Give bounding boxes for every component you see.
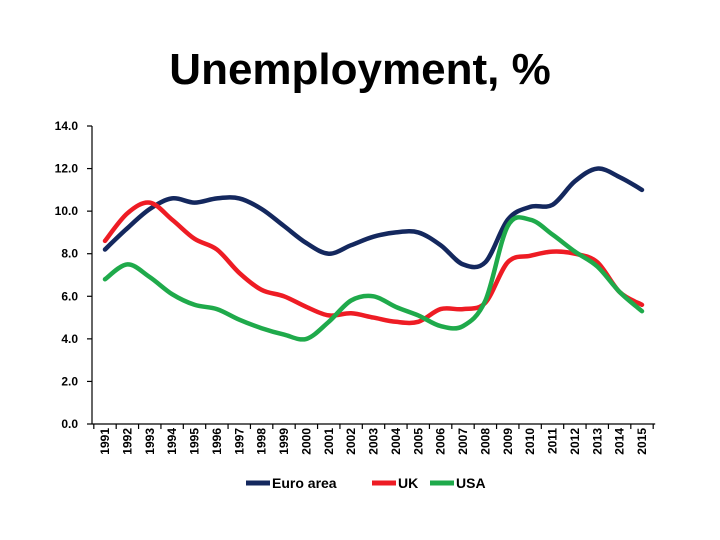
y-tick-label: 2.0 [61, 374, 78, 388]
x-tick-label: 1996 [210, 428, 224, 455]
legend-label-usa: USA [456, 475, 486, 491]
legend-label-euro-area: Euro area [272, 475, 337, 491]
y-tick-label: 0.0 [61, 417, 78, 431]
series-line-euro-area [102, 166, 645, 270]
x-tick-label: 2002 [344, 428, 358, 455]
x-tick-label: 1992 [120, 428, 134, 455]
legend-label-uk: UK [398, 475, 418, 491]
x-tick-label: 1997 [232, 428, 246, 455]
x-tick-label: 2006 [434, 428, 448, 455]
x-tick-label: 2005 [411, 428, 425, 455]
x-tick-label: 2010 [523, 428, 537, 455]
x-tick-label: 2000 [299, 428, 313, 455]
y-tick-label: 4.0 [61, 332, 78, 346]
x-tick-label: 1993 [143, 428, 157, 455]
x-tick-label: 2009 [501, 428, 515, 455]
series-line-usa [102, 215, 645, 342]
x-tick-label: 1995 [188, 428, 202, 455]
x-tick-label: 2014 [613, 428, 627, 455]
series-line-uk [102, 200, 645, 326]
y-tick-label: 6.0 [61, 289, 78, 303]
x-tick-label: 1991 [98, 428, 112, 455]
x-tick-label: 1994 [165, 428, 179, 455]
x-tick-label: 2015 [635, 428, 649, 455]
x-tick-label: 2001 [322, 428, 336, 455]
x-tick-label: 2004 [389, 428, 403, 455]
x-tick-label: 1998 [255, 428, 269, 455]
y-tick-label: 8.0 [61, 247, 78, 261]
x-tick-label: 1999 [277, 428, 291, 455]
x-tick-label: 2012 [568, 428, 582, 455]
y-tick-label: 14.0 [55, 119, 79, 133]
y-tick-label: 12.0 [55, 162, 79, 176]
x-tick-label: 2011 [546, 428, 560, 454]
x-tick-label: 2007 [456, 428, 470, 455]
x-tick-label: 2008 [478, 428, 492, 455]
x-tick-label: 2013 [590, 428, 604, 455]
y-tick-label: 10.0 [55, 204, 79, 218]
x-tick-label: 2003 [367, 428, 381, 455]
plot-area: 0.0 2.0 4.0 6.0 8.0 10.0 12.0 14.0 1991 1992 1993 1… [55, 119, 656, 455]
chart-title: Unemployment, % [169, 45, 550, 94]
legend: Euro area UK USA [246, 475, 486, 491]
